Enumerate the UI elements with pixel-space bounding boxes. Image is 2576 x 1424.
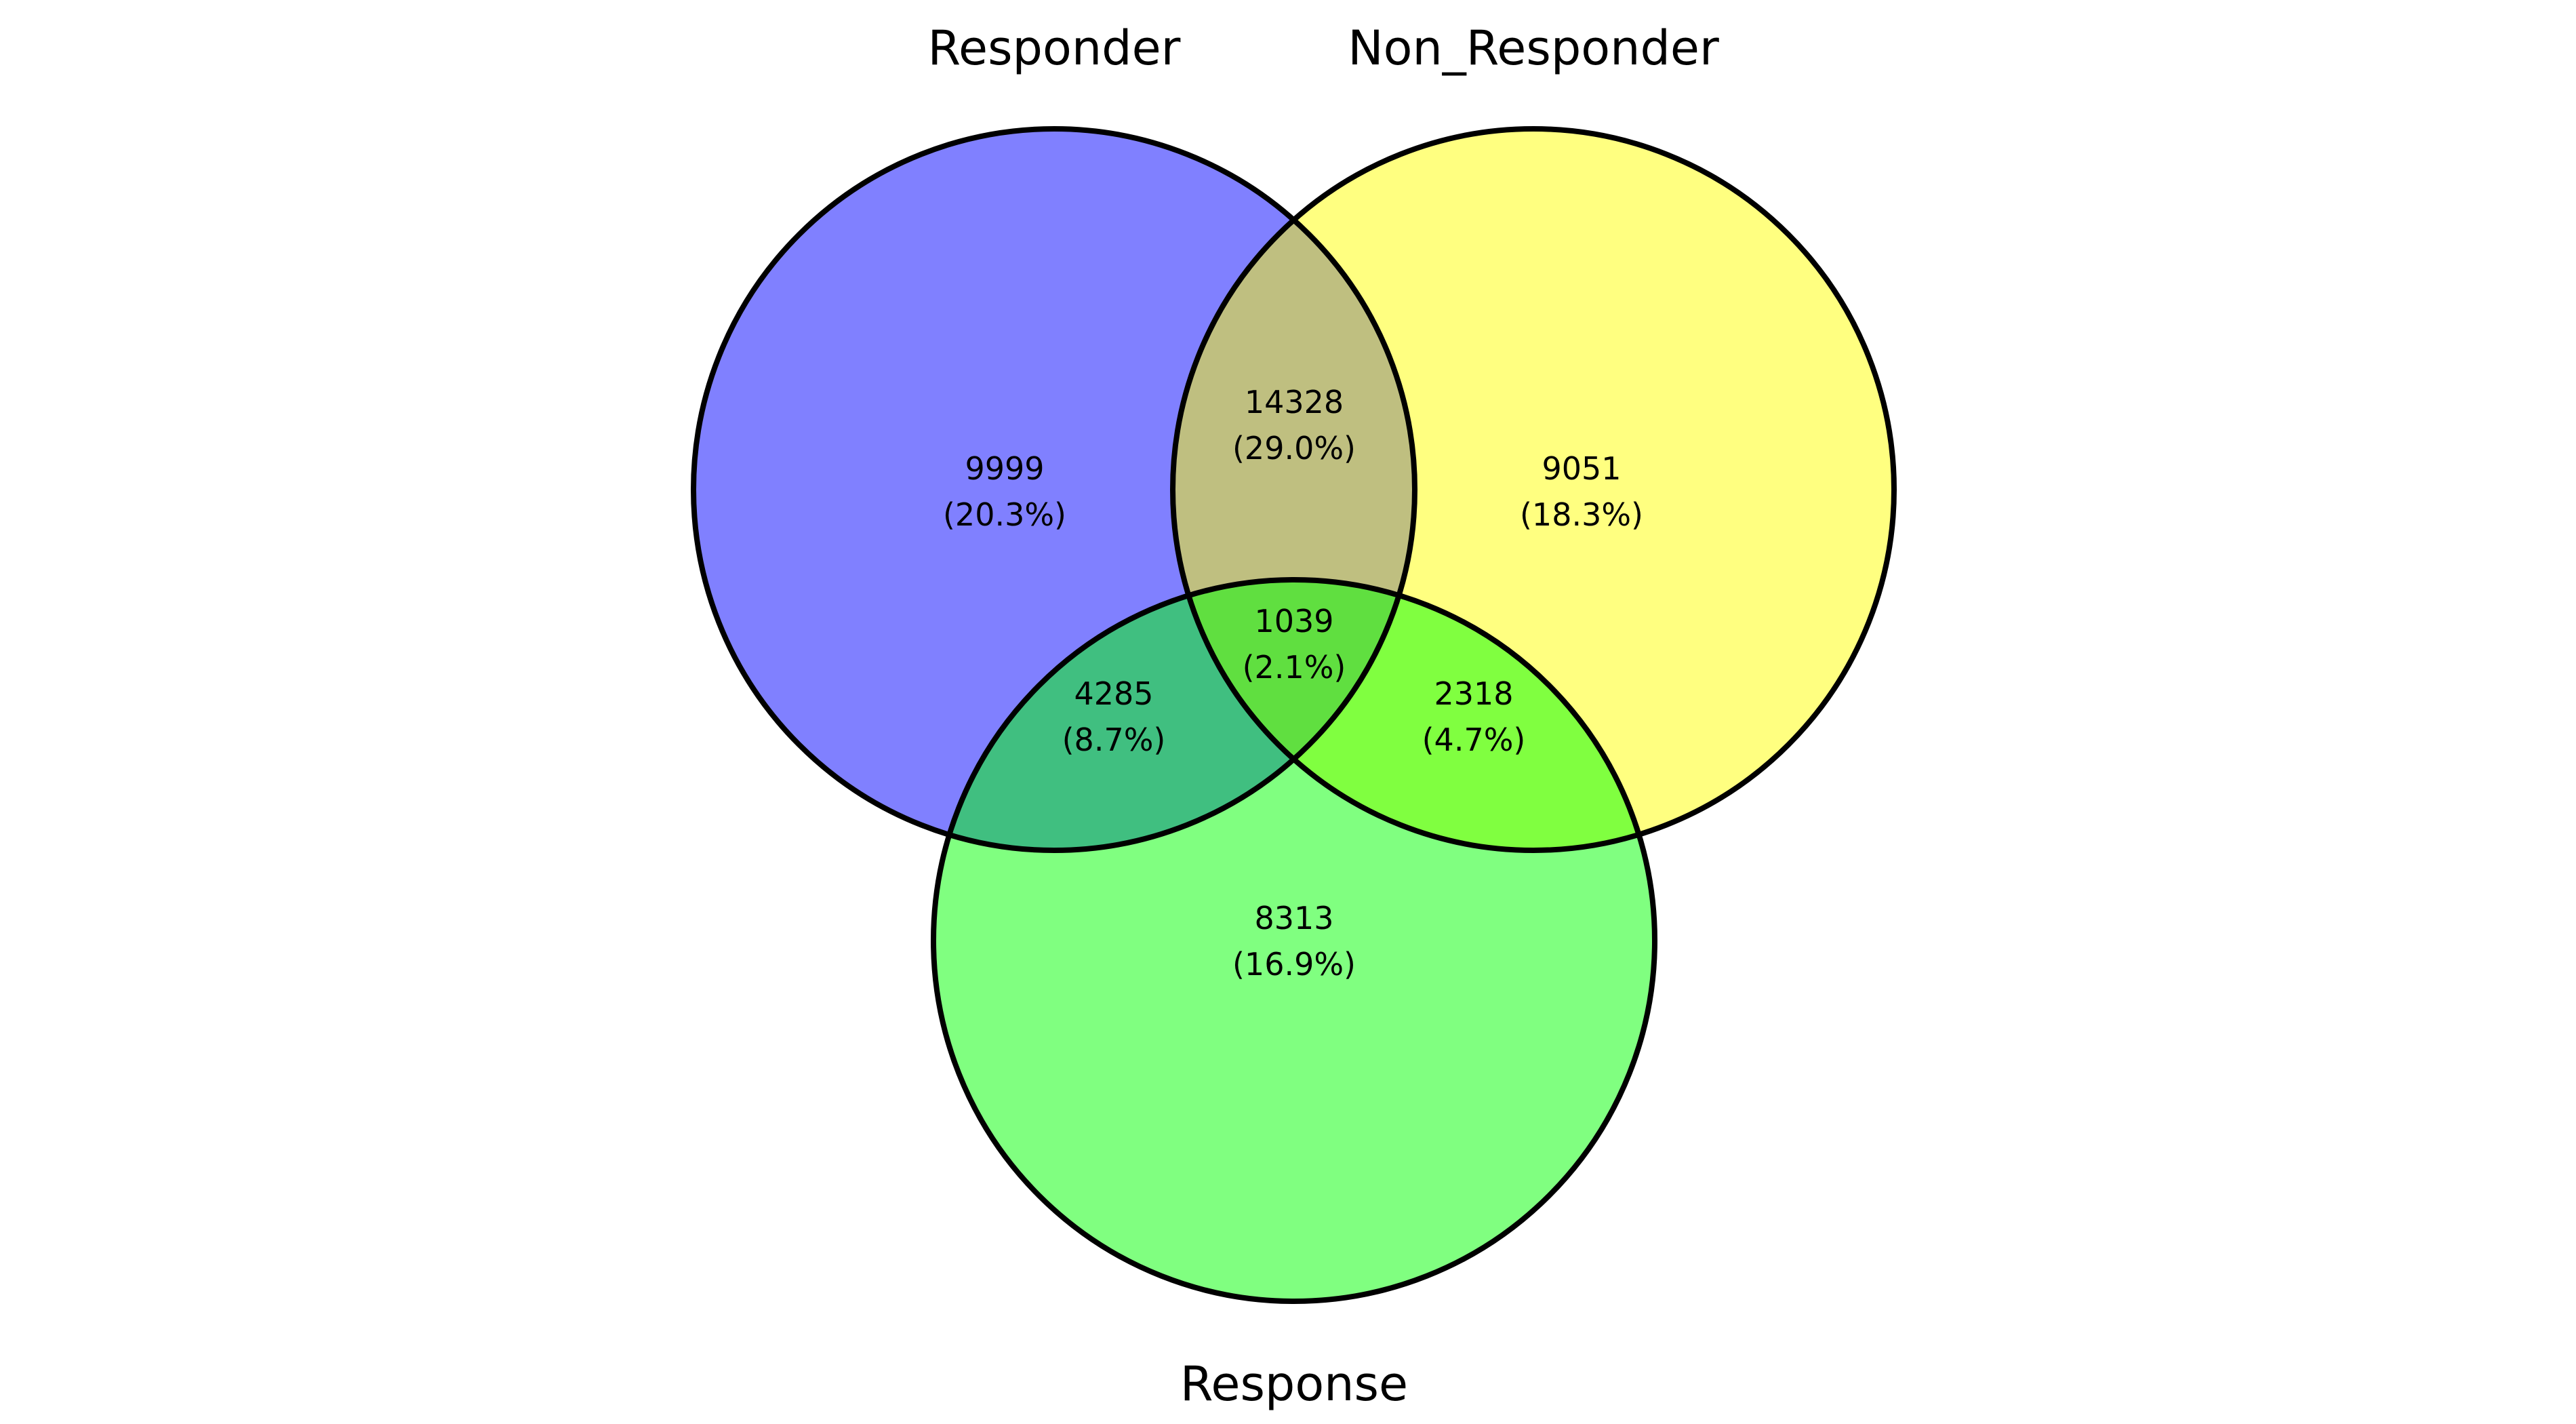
region-response-percent: (16.9%) <box>1232 946 1356 983</box>
set-label-response: Response <box>1180 1356 1408 1412</box>
region-responder-non-responder-count: 14328 <box>1245 384 1344 420</box>
region-all-three-percent: (2.1%) <box>1243 649 1346 686</box>
region-responder-response-percent: (8.7%) <box>1062 721 1166 758</box>
region-non-responder-response-count: 2318 <box>1434 675 1513 712</box>
region-non-responder-response-percent: (4.7%) <box>1422 721 1526 758</box>
set-label-responder: Responder <box>928 20 1181 76</box>
region-response-count: 8313 <box>1254 900 1333 936</box>
response-circle-outline <box>931 577 1657 1304</box>
region-responder-response-fill <box>933 580 1415 850</box>
region-responder-response-count: 4285 <box>1074 675 1153 712</box>
region-responder-count: 9999 <box>965 450 1044 487</box>
region-all-three-count: 1039 <box>1254 603 1333 639</box>
region-responder-non-responder-percent: (29.0%) <box>1232 430 1356 467</box>
non-responder-circle-outline <box>1170 126 1897 853</box>
responder-circle-outline <box>691 126 1417 853</box>
set-label-non-responder: Non_Responder <box>1348 20 1719 76</box>
region-non-responder-count: 9051 <box>1542 450 1621 487</box>
region-non-responder-response-fill <box>1173 580 1655 850</box>
region-non-responder-percent: (18.3%) <box>1520 496 1643 533</box>
region-responder-percent: (20.3%) <box>943 496 1066 533</box>
